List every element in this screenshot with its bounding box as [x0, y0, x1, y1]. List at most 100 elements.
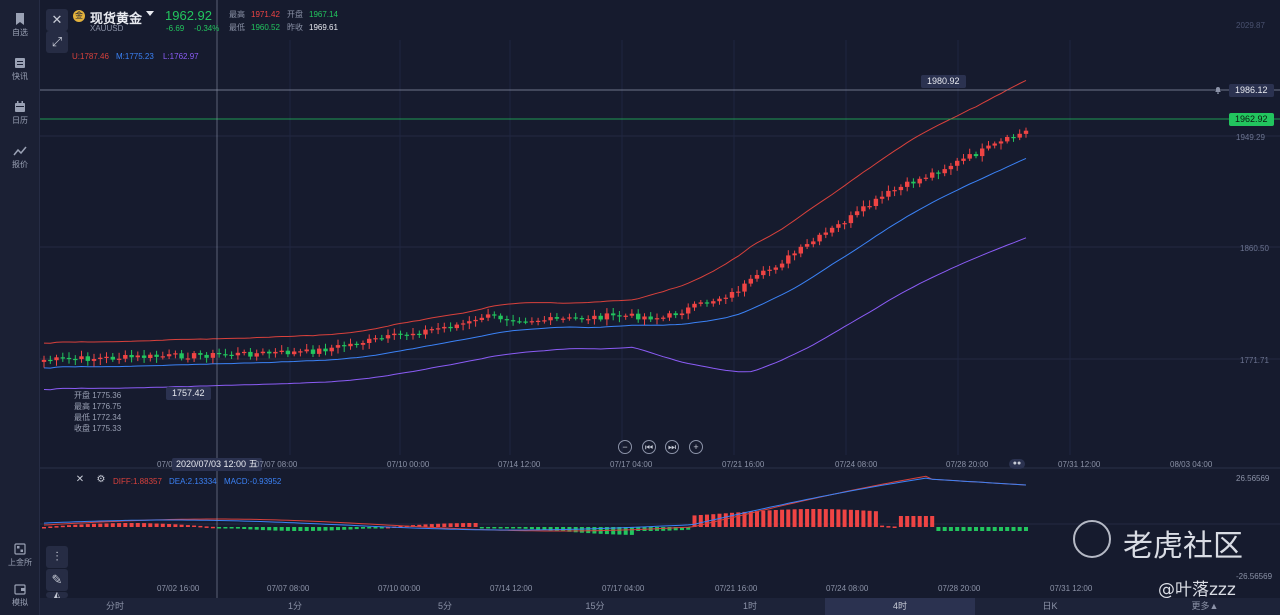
chart-overlay	[40, 0, 1280, 598]
candlestick	[598, 313, 603, 322]
candlestick	[235, 347, 241, 360]
candlestick	[267, 349, 272, 359]
sidebar-item-watchlist[interactable]: 自选	[0, 8, 40, 44]
candlestick	[560, 316, 566, 323]
tab-timeframe[interactable]: 1时	[742, 601, 757, 611]
current-price: 1962.92	[165, 8, 212, 23]
candlestick	[886, 185, 891, 201]
candlestick	[636, 309, 641, 323]
candlestick	[773, 265, 778, 274]
link-toggle-icon[interactable]: ●●	[1009, 459, 1025, 469]
macd-close-button[interactable]: ✕	[75, 474, 85, 485]
candlestick	[980, 143, 985, 162]
candlestick	[373, 335, 378, 343]
macd-axis-bottom: -26.56569	[1236, 572, 1273, 581]
tab-timeframe[interactable]: 日K	[1042, 601, 1058, 611]
macd-settings-icon[interactable]: ⚙	[96, 474, 106, 485]
tab-timeframe[interactable]: 1分	[287, 601, 302, 611]
candlestick	[1011, 134, 1016, 142]
candlestick	[342, 341, 347, 352]
current-price-tag: 1962.92	[1229, 113, 1274, 126]
macd-time-label: 07/10 00:00	[378, 584, 421, 593]
candlestick	[1005, 134, 1010, 144]
instrument-title[interactable]: 现货黄金	[90, 11, 143, 26]
candlestick	[823, 227, 828, 239]
zoom-out-button[interactable]: −	[618, 440, 632, 454]
price-axis-tick: 1771.71	[1240, 356, 1269, 365]
bell-icon[interactable]	[1213, 85, 1223, 95]
candlesticks	[41, 127, 1029, 368]
candlestick	[854, 206, 860, 218]
candlestick	[905, 177, 910, 192]
candlestick	[367, 334, 372, 349]
candlestick	[723, 294, 728, 304]
candlestick	[104, 352, 109, 364]
chevron-down-icon[interactable]	[146, 11, 154, 16]
candlestick	[160, 351, 165, 360]
price-axis-top: 2029.87	[1236, 21, 1265, 30]
sidebar-item-label: 模拟	[12, 598, 28, 607]
time-axis-label: 07/28 20:00	[946, 460, 989, 469]
candlestick	[417, 330, 422, 338]
close-button[interactable]: ✕	[46, 9, 68, 31]
sidebar-item-quotes[interactable]: 报价	[0, 140, 40, 176]
boll-lower-label: L:1762.97	[163, 52, 199, 61]
candlestick	[573, 312, 578, 321]
candlestick	[141, 350, 147, 363]
scroll-end-button[interactable]: ⏭	[665, 440, 679, 454]
macd-dea-label: DEA:2.13334	[169, 477, 217, 486]
candlestick	[392, 328, 397, 340]
candlestick	[535, 317, 541, 326]
candlestick	[1023, 127, 1029, 138]
macd-time-label: 07/14 12:00	[490, 584, 533, 593]
candlestick	[592, 309, 597, 325]
sidebar-item-simulate[interactable]: 模拟	[0, 578, 40, 614]
candlestick	[811, 237, 816, 248]
watermark-brand: 老虎社区	[1123, 529, 1243, 564]
bookmark-icon	[16, 13, 24, 25]
macd-time-label: 07/02 16:00	[157, 584, 200, 593]
candlestick	[485, 308, 491, 322]
candlestick	[279, 345, 284, 355]
macd-time-label: 07/21 16:00	[715, 584, 758, 593]
tab-timeframe[interactable]: 5分	[437, 601, 452, 611]
candlestick	[260, 348, 266, 356]
indicator-tool-button[interactable]: ⫶	[46, 546, 68, 568]
stat-open: 开盘 1967.14	[287, 10, 338, 19]
zoom-in-button[interactable]: +	[689, 440, 703, 454]
candlestick	[861, 200, 866, 217]
candlestick	[729, 288, 735, 302]
macd-time-label: 07/28 20:00	[938, 584, 981, 593]
candlestick	[273, 348, 278, 358]
candlestick	[848, 211, 854, 228]
sidebar-item-label: 报价	[12, 160, 28, 169]
time-axis-label: 07/21 16:00	[722, 460, 765, 469]
stat-low: 最低 1960.52	[229, 23, 280, 32]
tab-timeframe[interactable]: 15分	[585, 601, 605, 611]
sidebar-item-sge[interactable]: 上金所	[0, 538, 40, 574]
sidebar-item-news[interactable]: 快讯	[0, 52, 40, 88]
sidebar-item-calendar[interactable]: 日历	[0, 96, 40, 132]
candlestick	[423, 325, 428, 339]
chart-type-button[interactable]: ◭	[46, 591, 68, 599]
tab-timeframe[interactable]: 4时	[825, 598, 975, 615]
tab-timeframe[interactable]: 分时	[105, 601, 124, 611]
candlestick	[611, 308, 616, 321]
candlestick	[429, 326, 434, 334]
pen-tool-button[interactable]: ✎	[46, 569, 68, 591]
candlestick	[873, 195, 879, 210]
price-change: -6.69	[166, 24, 185, 33]
wallet-icon	[14, 584, 26, 595]
candlestick	[711, 298, 716, 307]
candlestick	[435, 323, 441, 335]
price-chart[interactable]	[40, 0, 1280, 598]
candlestick	[686, 303, 691, 320]
candlestick	[191, 351, 197, 362]
candlestick	[116, 352, 122, 364]
draw-tool-button[interactable]: ⤢	[46, 31, 68, 53]
candlestick	[779, 259, 785, 271]
tab-timeframe[interactable]: 更多▲	[1191, 601, 1219, 611]
candlestick	[335, 339, 341, 354]
candlestick	[91, 353, 97, 367]
scroll-start-button[interactable]: ⏮	[642, 440, 656, 454]
